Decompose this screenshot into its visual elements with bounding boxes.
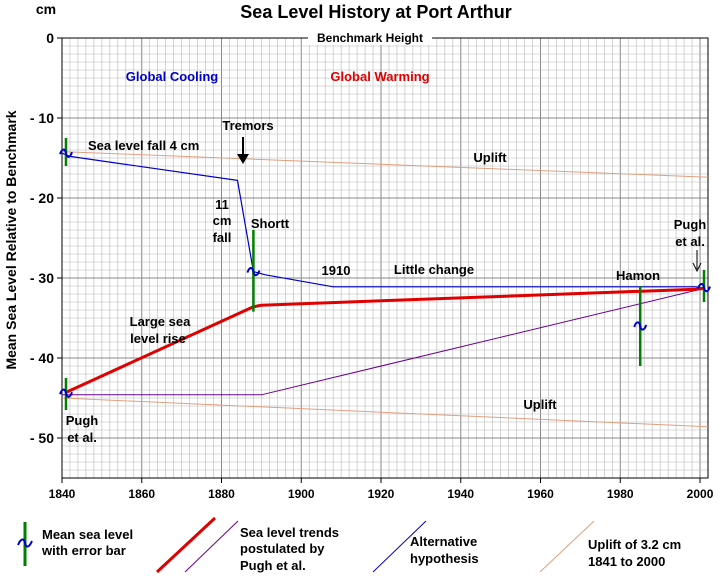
mean-sea-level-marker xyxy=(697,282,711,293)
series-layer xyxy=(61,151,709,428)
y-tick-label: - 20 xyxy=(30,190,54,206)
tremors-label: Tremors xyxy=(222,118,273,133)
legend-uplift-line-1: Uplift of 3.2 cm xyxy=(588,537,681,552)
benchmark-label-group: Benchmark Height xyxy=(308,31,432,45)
y-tick-label: - 10 xyxy=(30,110,54,126)
fall-word-label: fall xyxy=(213,230,232,245)
large-rise-label-1: Large sea xyxy=(130,314,191,329)
pugh-left-label-2: et al. xyxy=(67,430,97,445)
legend-mean-symbol xyxy=(17,522,33,566)
x-tick-label: 1860 xyxy=(128,487,155,501)
x-tick-label: 1980 xyxy=(607,487,634,501)
y-tick-label: - 50 xyxy=(30,430,54,446)
legend-uplift-line-2: 1841 to 2000 xyxy=(588,554,665,569)
legend: Mean sea level with error bar Sea level … xyxy=(17,516,681,574)
mean-sea-level-marker xyxy=(59,388,73,398)
markers-layer xyxy=(59,138,711,410)
global-cooling-label: Global Cooling xyxy=(126,69,218,84)
legend-mean-line-1: Mean sea level xyxy=(42,527,133,542)
y-tick-label: - 40 xyxy=(30,350,54,366)
chart-title: Sea Level History at Port Arthur xyxy=(240,2,511,22)
y-axis-label: Mean Sea Level Relative to Benchmark xyxy=(3,110,19,369)
y-ticks: 0 - 10 - 20 - 30 - 40 - 50 xyxy=(30,30,62,446)
pugh-left-label-1: Pugh xyxy=(66,413,99,428)
series-line-uplift xyxy=(61,397,709,428)
y-tick-label: - 30 xyxy=(30,270,54,286)
y-tick-label: 0 xyxy=(46,30,54,46)
uplift-upper-label: Uplift xyxy=(473,150,507,165)
legend-trend-line-3: Pugh et al. xyxy=(240,558,306,573)
benchmark-label-bg xyxy=(308,31,432,45)
legend-trend-line-1: Sea level trends xyxy=(240,525,339,540)
x-tick-label: 1940 xyxy=(447,487,474,501)
fall-cm-label: cm xyxy=(213,213,232,228)
little-change-label: Little change xyxy=(394,262,474,277)
legend-alternative-line-2: hypothesis xyxy=(410,551,479,566)
y-unit-label: cm xyxy=(36,1,56,17)
year-1910-label: 1910 xyxy=(322,263,351,278)
series-line-alt-hypothesis xyxy=(62,287,705,396)
uplift-lower-label: Uplift xyxy=(523,397,557,412)
x-tick-label: 1880 xyxy=(208,487,235,501)
large-rise-label-2: level rise xyxy=(130,331,186,346)
mean-sea-level-marker xyxy=(633,321,648,331)
tremors-arrow xyxy=(237,137,249,164)
sea-level-fall-label: Sea level fall 4 cm xyxy=(88,138,199,153)
x-tick-label: 1960 xyxy=(527,487,554,501)
shortt-label: Shortt xyxy=(251,216,290,231)
legend-trend-line-2: postulated by xyxy=(240,541,325,556)
legend-mean-line-2: with error bar xyxy=(41,543,126,558)
legend-alt-hypothesis-swatch xyxy=(184,520,239,573)
global-warming-label: Global Warming xyxy=(330,69,429,84)
mean-sea-level-marker xyxy=(59,148,73,158)
x-tick-label: 1840 xyxy=(49,487,76,501)
fall-11-label: 11 xyxy=(215,197,229,212)
x-ticks: 1840 1860 1880 1900 1920 1940 1960 1980 2000 xyxy=(49,478,714,501)
pugh-right-label-2: et al. xyxy=(675,234,705,249)
series-line-trend xyxy=(65,286,705,394)
pugh-right-label-1: Pugh xyxy=(674,217,707,232)
series-line-uplift xyxy=(61,151,709,178)
x-tick-label: 1900 xyxy=(288,487,315,501)
pugh-right-arrow xyxy=(692,250,702,273)
x-tick-label: 1920 xyxy=(368,487,395,501)
legend-alternative-swatch xyxy=(372,520,427,573)
legend-alternative-line-1: Alternative xyxy=(410,534,477,549)
hamon-label: Hamon xyxy=(616,268,660,283)
legend-trend-swatch xyxy=(155,516,217,574)
annotations: Global Cooling Global Warming Tremors Se… xyxy=(66,69,707,445)
benchmark-label: Benchmark Height xyxy=(317,31,423,45)
x-tick-label: 2000 xyxy=(687,487,714,501)
legend-uplift-swatch xyxy=(539,520,595,573)
mean-sea-level-marker xyxy=(246,266,261,277)
